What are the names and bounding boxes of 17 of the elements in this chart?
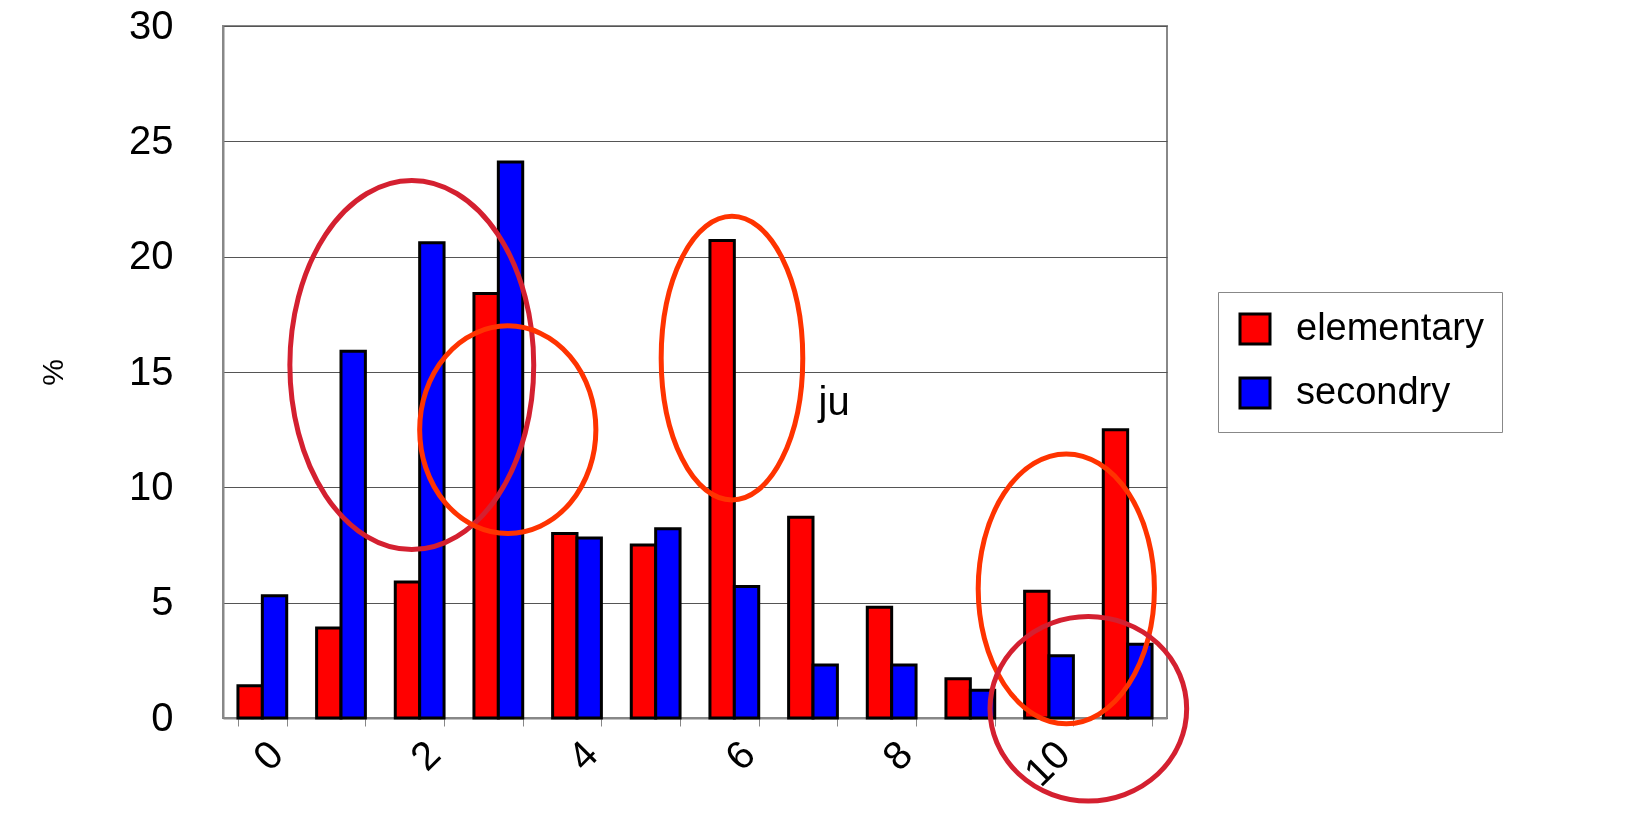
x-tick-label: 10 (1015, 731, 1078, 795)
y-tick-label: 25 (129, 117, 174, 162)
y-tick-label: 20 (129, 233, 174, 278)
x-tick-label: 2 (401, 731, 449, 779)
x-tick-label: 0 (244, 731, 292, 779)
legend-label: elementary (1296, 306, 1484, 348)
y-tick-label: 0 (151, 694, 174, 739)
y-tick-label: 30 (129, 2, 174, 47)
y-tick-label: 15 (129, 348, 174, 393)
y-axis-title: % (36, 359, 70, 386)
annotation: ju (817, 378, 850, 423)
x-tick-label: 8 (873, 731, 921, 779)
x-tick-label: 6 (716, 731, 764, 779)
legend-label: secondry (1296, 370, 1451, 412)
x-tick-label: 4 (558, 731, 606, 779)
y-tick-label: 10 (129, 463, 174, 508)
y-tick-label: 5 (151, 579, 174, 624)
